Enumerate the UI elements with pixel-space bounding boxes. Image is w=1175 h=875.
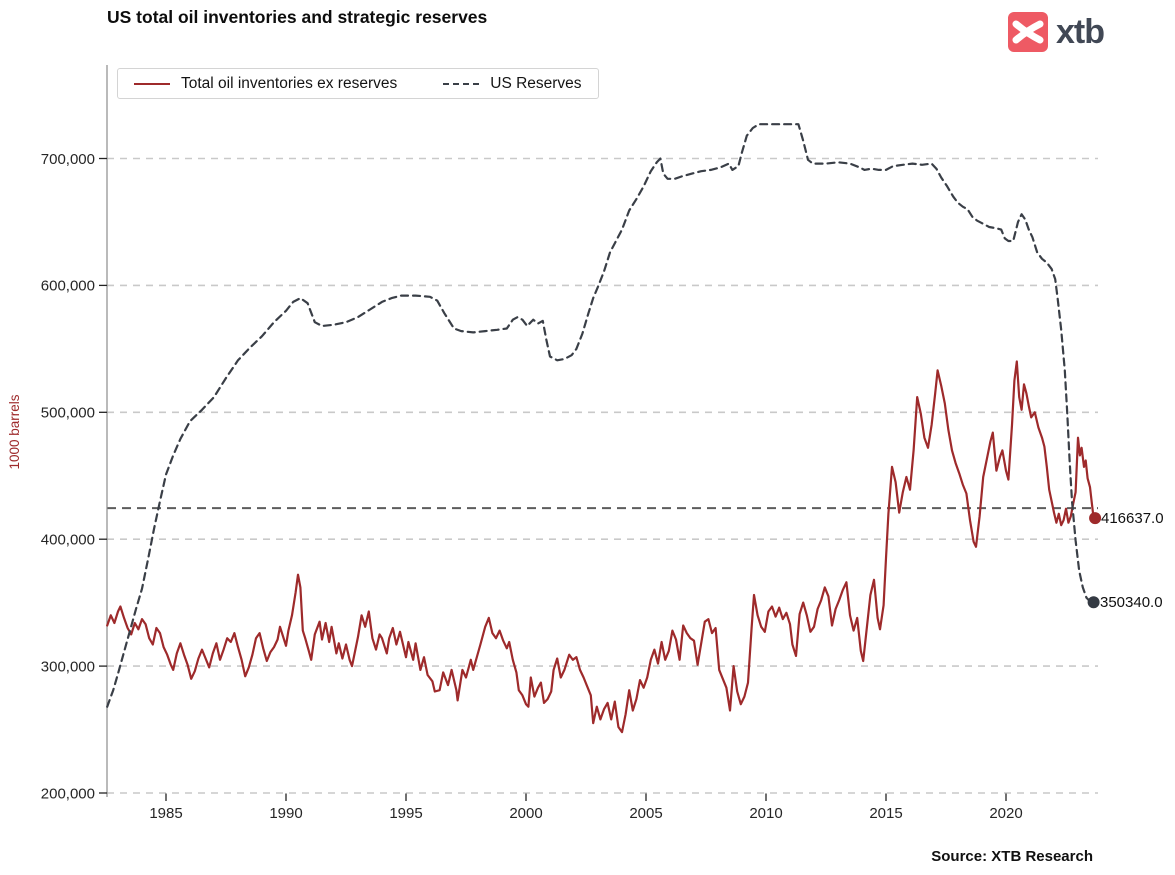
legend-item-reserves: US Reserves (443, 74, 582, 93)
chart-title: US total oil inventories and strategic r… (107, 7, 488, 27)
x-tick-label: 1985 (149, 805, 182, 822)
xtb-logo-square (1008, 12, 1048, 52)
inventories-last-value-label: 416637.0 (1101, 510, 1164, 527)
series-line-inventories (106, 360, 1095, 734)
source-note: Source: XTB Research (931, 848, 1093, 865)
xtb-logo: xtb (1008, 12, 1105, 52)
x-tick-label: 2000 (509, 805, 542, 822)
legend-label-reserves: US Reserves (490, 74, 582, 92)
y-tick-label: 500,000 (41, 405, 95, 422)
legend-label-inventories: Total oil inventories ex reserves (181, 74, 398, 92)
series-line-reserves (106, 123, 1095, 708)
y-tick-label: 700,000 (41, 151, 95, 168)
x-swoosh-icon (1012, 20, 1044, 44)
end-dot-reserves (1087, 596, 1100, 609)
x-tick-label: 2015 (869, 805, 902, 822)
y-tick-label: 600,000 (41, 278, 95, 295)
y-tick-label: 300,000 (41, 658, 95, 675)
solid-line-swatch-icon (134, 82, 170, 85)
x-tick-label: 2010 (749, 805, 782, 822)
reserves-last-value-label: 350340.0 (1100, 594, 1163, 611)
y-tick-label: 400,000 (41, 531, 95, 548)
x-tick-label: 1995 (389, 805, 422, 822)
dashed-line-swatch-icon (443, 82, 480, 85)
y-axis-label: 1000 barrels (7, 394, 22, 470)
end-dot-inventories (1089, 512, 1102, 525)
x-tick-label: 2005 (629, 805, 662, 822)
legend-item-inventories: Total oil inventories ex reserves (134, 75, 397, 93)
y-tick-label: 200,000 (41, 785, 95, 802)
xtb-logo-text: xtb (1056, 13, 1105, 51)
x-tick-label: 2020 (989, 805, 1022, 822)
x-tick-label: 1990 (269, 805, 302, 822)
chart-legend: Total oil inventories ex reserves US Res… (117, 68, 599, 99)
